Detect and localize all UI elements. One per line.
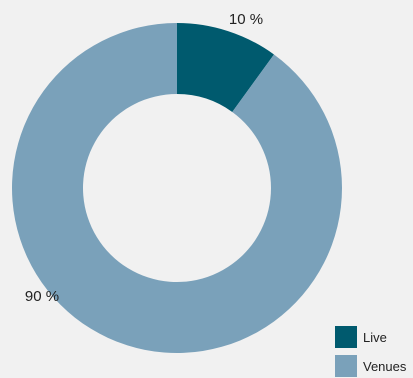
legend-swatch-venues [335, 355, 357, 377]
donut-slice-live [177, 23, 274, 112]
donut-slices [11, 23, 342, 353]
legend-swatch-live [335, 326, 357, 348]
legend: Live Venues [335, 326, 407, 377]
legend-label-live: Live [363, 330, 387, 345]
data-label-venues: 90 % [25, 288, 59, 305]
legend-label-venues: Venues [363, 359, 407, 374]
donut-slice-venues [11, 23, 342, 353]
data-label-live: 10 % [229, 11, 263, 28]
